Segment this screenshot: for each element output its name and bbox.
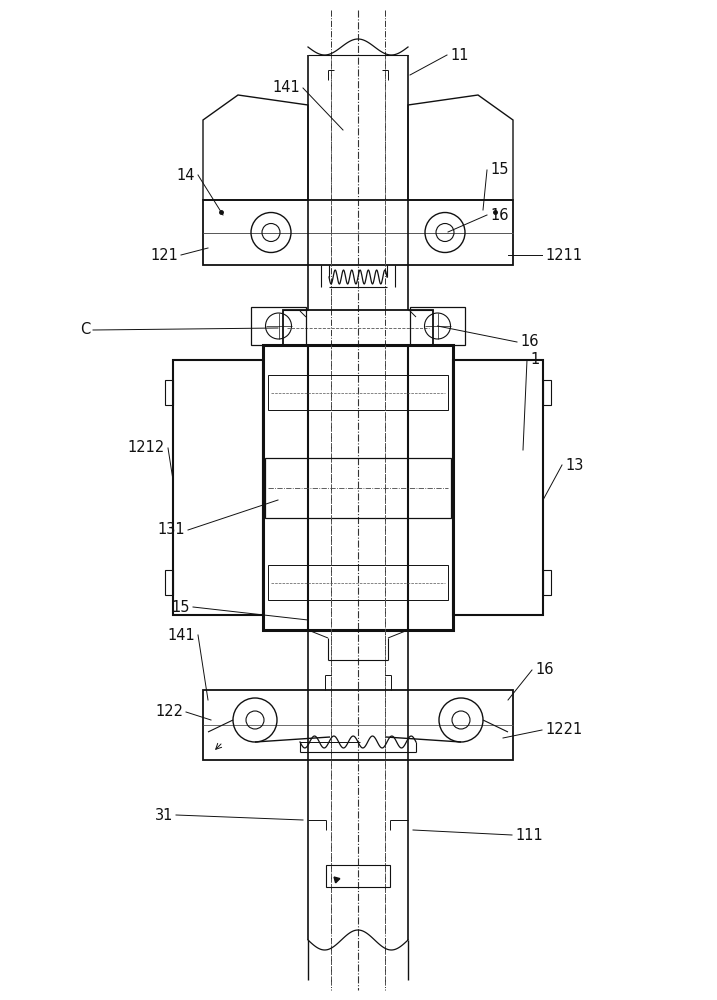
Bar	[268, 375, 448, 410]
Text: 11: 11	[450, 47, 468, 62]
Text: 1: 1	[530, 353, 539, 367]
Text: 15: 15	[490, 162, 508, 178]
Bar	[326, 865, 390, 887]
Text: 141: 141	[167, 628, 195, 643]
Text: 16: 16	[520, 334, 538, 350]
Bar	[165, 570, 173, 595]
Text: 13: 13	[565, 458, 584, 473]
Text: 122: 122	[155, 704, 183, 720]
Bar	[263, 345, 453, 630]
Bar	[543, 570, 551, 595]
Text: 141: 141	[272, 81, 300, 96]
Text: 1221: 1221	[545, 722, 582, 738]
Bar	[268, 565, 448, 600]
Bar	[265, 458, 451, 518]
Text: 15: 15	[171, 599, 190, 614]
Text: 14: 14	[176, 167, 195, 182]
Bar	[283, 310, 433, 345]
Text: 1211: 1211	[545, 247, 582, 262]
Bar	[203, 200, 513, 265]
Bar	[173, 360, 263, 615]
Text: 111: 111	[515, 828, 543, 842]
Text: 16: 16	[535, 662, 554, 678]
Text: 131: 131	[157, 522, 185, 538]
Text: 121: 121	[150, 247, 178, 262]
Bar	[453, 360, 543, 615]
Text: 1212: 1212	[128, 440, 165, 456]
Text: C: C	[80, 322, 90, 338]
Bar	[410, 307, 465, 345]
Bar	[543, 380, 551, 405]
Bar	[165, 380, 173, 405]
Text: 16: 16	[490, 208, 508, 223]
Bar	[251, 307, 306, 345]
Text: 31: 31	[155, 808, 173, 822]
Bar	[203, 690, 513, 760]
